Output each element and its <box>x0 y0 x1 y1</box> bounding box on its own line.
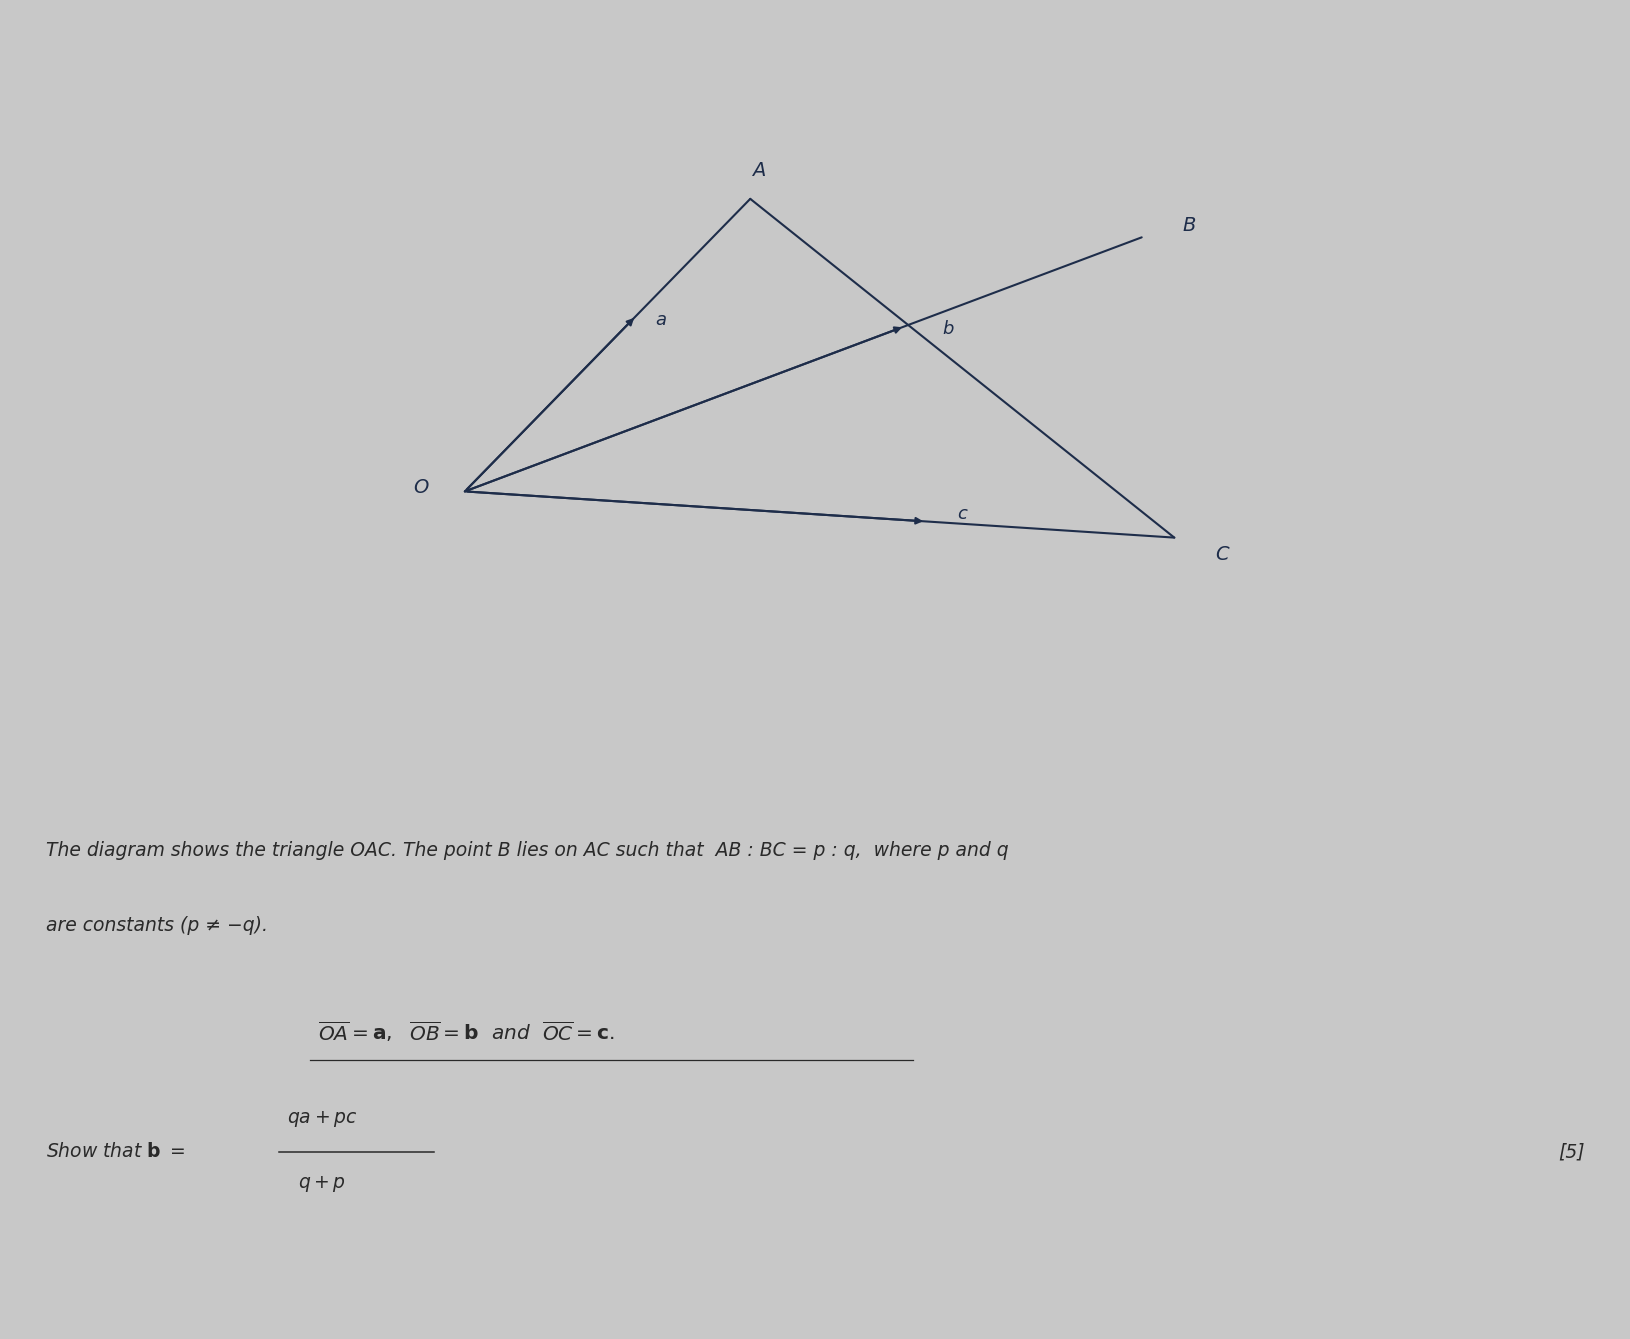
Text: a: a <box>655 311 665 329</box>
Text: b: b <box>942 320 954 337</box>
Text: B: B <box>1182 217 1195 236</box>
Text: $\overline{OA}$$\mathit{ = }$$\mathbf{a}$$\mathit{,\ \ }$$\overline{OB}$$\mathit: $\overline{OA}$$\mathit{ = }$$\mathbf{a}… <box>318 1019 615 1043</box>
Text: Show that $\mathbf{b}$ $=$: Show that $\mathbf{b}$ $=$ <box>46 1142 191 1161</box>
Text: [5]: [5] <box>1558 1142 1584 1161</box>
Text: A: A <box>751 161 764 179</box>
Text: $qa+pc$: $qa+pc$ <box>287 1110 357 1129</box>
Text: are constants (p ≠ −q).: are constants (p ≠ −q). <box>46 916 267 935</box>
Text: O: O <box>414 478 429 497</box>
Text: The diagram shows the triangle OAC. The point B lies on AC such that  AB : BC = : The diagram shows the triangle OAC. The … <box>46 841 1007 860</box>
Text: $q+p$: $q+p$ <box>298 1174 346 1193</box>
Text: C: C <box>1214 545 1227 564</box>
Text: c: c <box>957 505 967 522</box>
